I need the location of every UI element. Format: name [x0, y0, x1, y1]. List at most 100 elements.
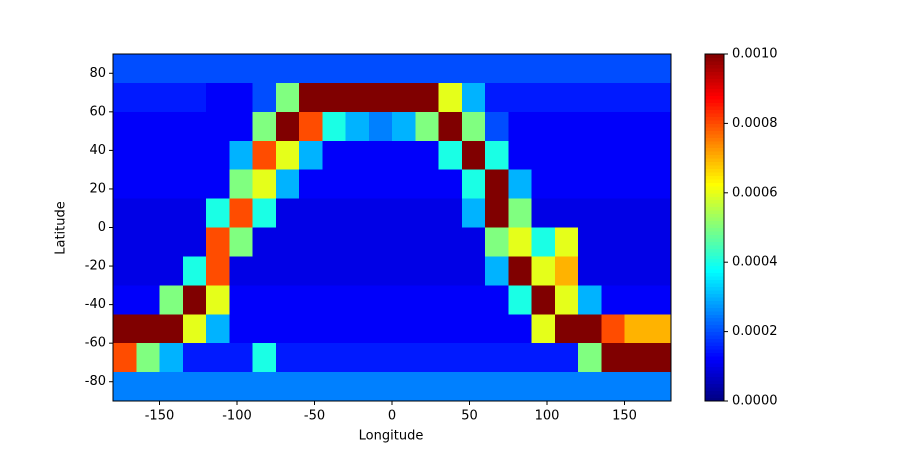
heat-cell [438, 285, 463, 315]
heat-cell [485, 82, 509, 113]
colorbar-swatch [705, 307, 724, 312]
heat-cell [392, 140, 416, 171]
heat-cell [299, 227, 323, 257]
colorbar-swatch [705, 376, 724, 381]
heat-cell [368, 82, 393, 113]
colorbar-swatch [705, 213, 724, 218]
heat-cell [485, 54, 509, 84]
heat-cell [601, 140, 625, 171]
heat-cell [229, 256, 253, 286]
heat-cell [461, 82, 486, 113]
heat-cell [113, 343, 137, 373]
heat-cell [299, 285, 323, 315]
colorbar-swatch [705, 383, 724, 388]
heat-cell [578, 140, 602, 171]
y-tick-label: 0 [98, 220, 106, 235]
heat-cell [624, 111, 649, 142]
heat-cell [136, 256, 160, 286]
colorbar-swatch [705, 265, 724, 270]
heat-cell [322, 111, 346, 142]
heat-cell [624, 140, 649, 171]
heat-cell [345, 343, 370, 373]
heat-cell [624, 372, 649, 402]
heat-cell [461, 256, 486, 286]
colorbar-swatch [705, 352, 724, 357]
heat-cell [554, 314, 579, 344]
heat-cell [461, 140, 486, 171]
heat-cell [461, 198, 486, 228]
heat-cell [345, 285, 370, 315]
heat-cell [182, 198, 207, 228]
heat-cell [578, 372, 602, 402]
colorbar-swatch [705, 158, 724, 163]
heat-cell [461, 372, 486, 402]
heat-cell [368, 285, 393, 315]
heat-cell [113, 314, 137, 344]
heat-cell [229, 285, 253, 315]
heat-cell [508, 314, 532, 344]
heat-cell [322, 169, 346, 200]
heat-cell [322, 54, 346, 84]
heat-cell [554, 372, 579, 402]
heat-cell [438, 227, 463, 257]
heat-cell [368, 372, 393, 402]
y-tick-label: 80 [89, 66, 106, 81]
colorbar-swatch [705, 359, 724, 364]
heat-cell [485, 227, 509, 257]
heat-cell [113, 111, 137, 142]
colorbar-swatch [705, 390, 724, 395]
colorbar-swatch [705, 217, 724, 222]
heat-cell [206, 54, 230, 84]
heat-cell [136, 111, 160, 142]
colorbar-swatch [705, 310, 724, 315]
heat-cell [461, 227, 486, 257]
heat-cell [229, 140, 253, 171]
colorbar-swatch [705, 348, 724, 353]
heat-cell [159, 82, 184, 113]
colorbar-swatch [705, 175, 724, 180]
heat-cell [299, 372, 323, 402]
y-tick-label: -20 [85, 259, 106, 274]
heat-cell [113, 198, 137, 228]
heat-cell [229, 169, 253, 200]
heat-cell [531, 111, 556, 142]
heat-cell [461, 314, 486, 344]
heat-cell [368, 54, 393, 84]
heat-cell [531, 54, 556, 84]
heat-cell [299, 256, 323, 286]
heat-cell [206, 198, 230, 228]
colorbar-swatch [705, 109, 724, 114]
colorbar-swatch [705, 137, 724, 142]
colorbar-swatch [705, 362, 724, 367]
y-tick-label: -40 [85, 297, 106, 312]
heat-cell [438, 111, 463, 142]
heat-cell [136, 198, 160, 228]
colorbar-swatch [705, 317, 724, 322]
heat-cell [345, 82, 370, 113]
colorbar-swatch [705, 147, 724, 152]
heat-cell [624, 82, 649, 113]
heat-cell [299, 314, 323, 344]
colorbar-swatch [705, 178, 724, 183]
colorbar-swatch [705, 269, 724, 274]
heat-cell [392, 256, 416, 286]
heat-cell [578, 285, 602, 315]
heat-cell [229, 314, 253, 344]
heat-cell [252, 54, 277, 84]
heat-cell [182, 111, 207, 142]
heat-cell [392, 169, 416, 200]
heat-cell [461, 169, 486, 200]
heat-cell [113, 372, 137, 402]
heat-cell [485, 314, 509, 344]
heat-cell [485, 140, 509, 171]
colorbar-swatch [705, 258, 724, 263]
heat-cell [322, 343, 346, 373]
y-axis-label: Latitude [54, 201, 69, 255]
heat-cell [345, 314, 370, 344]
heat-cell [508, 82, 532, 113]
heat-cell [438, 256, 463, 286]
colorbar-swatch [705, 248, 724, 253]
colorbar-swatch [705, 369, 724, 374]
colorbar-swatch [705, 380, 724, 385]
heat-cell [531, 140, 556, 171]
